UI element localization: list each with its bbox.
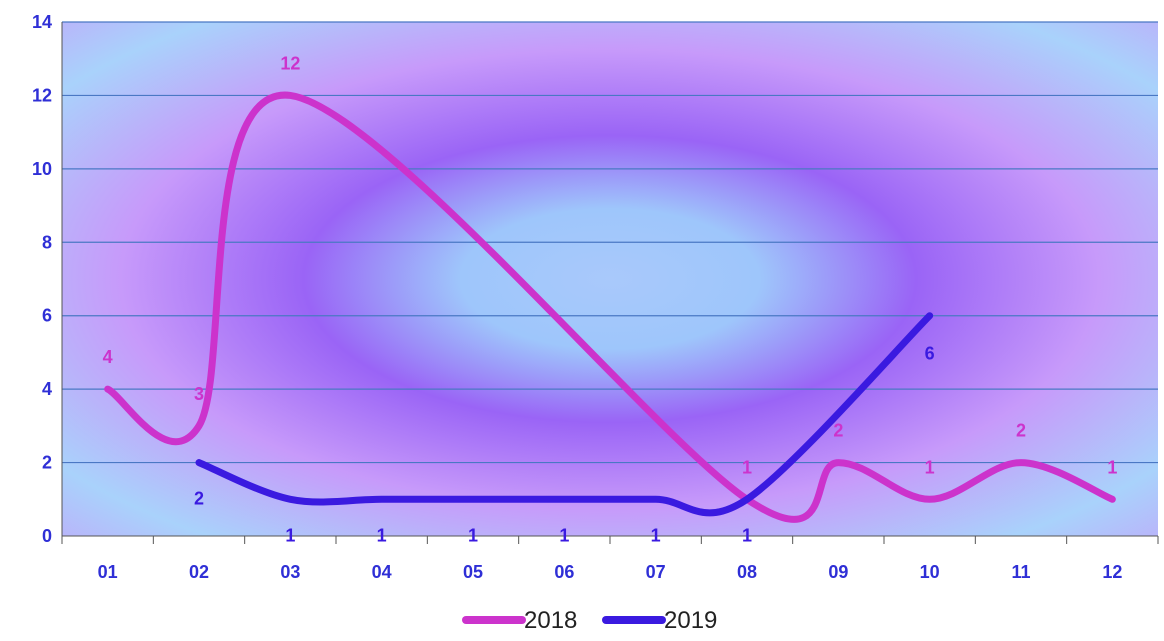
gridlines [62, 21, 1158, 464]
x-tick-label: 11 [1011, 562, 1030, 582]
y-tick-label: 8 [42, 232, 52, 252]
x-tick-label: 08 [737, 562, 757, 582]
data-label: 1 [559, 525, 569, 545]
data-label: 2 [833, 421, 843, 441]
y-tick-label: 6 [42, 306, 52, 326]
data-label: 1 [468, 525, 478, 545]
data-label: 2 [1016, 421, 1026, 441]
x-tick-label: 04 [372, 562, 392, 582]
legend: 2018 2019 [462, 607, 717, 634]
x-tick-label: 01 [98, 562, 118, 582]
y-tick-label: 4 [42, 379, 52, 399]
data-label: 6 [925, 344, 935, 364]
series-line-2018 [104, 91, 1116, 523]
data-label: 12 [280, 53, 300, 73]
data-label: 4 [103, 347, 113, 367]
y-tick-label: 12 [32, 85, 52, 105]
y-tick-label: 0 [42, 526, 52, 546]
legend-label: 2019 [664, 607, 717, 634]
data-label: 3 [194, 384, 204, 404]
data-label: 1 [377, 525, 387, 545]
y-tick-label: 10 [32, 159, 52, 179]
plot-area [62, 22, 1158, 536]
data-label: 1 [742, 457, 752, 477]
y-tick-label: 14 [32, 12, 52, 32]
x-tick-label: 03 [280, 562, 300, 582]
x-tick-label: 05 [463, 562, 483, 582]
data-label: 2 [194, 489, 204, 509]
x-tick-label: 12 [1102, 562, 1122, 582]
x-tick-label: 06 [554, 562, 574, 582]
data-label: 1 [1107, 457, 1117, 477]
series-lines [104, 91, 1116, 523]
x-tick-label: 02 [189, 562, 209, 582]
data-label: 1 [925, 457, 935, 477]
series-line-2019 [195, 312, 934, 517]
data-label: 1 [742, 525, 752, 545]
x-tick-label: 10 [920, 562, 940, 582]
y-tick-label: 2 [42, 453, 52, 473]
x-tick-label: 07 [646, 562, 666, 582]
legend-label: 2018 [524, 607, 577, 634]
data-label: 1 [285, 525, 295, 545]
data-label: 1 [651, 525, 661, 545]
x-tick-label: 09 [828, 562, 848, 582]
